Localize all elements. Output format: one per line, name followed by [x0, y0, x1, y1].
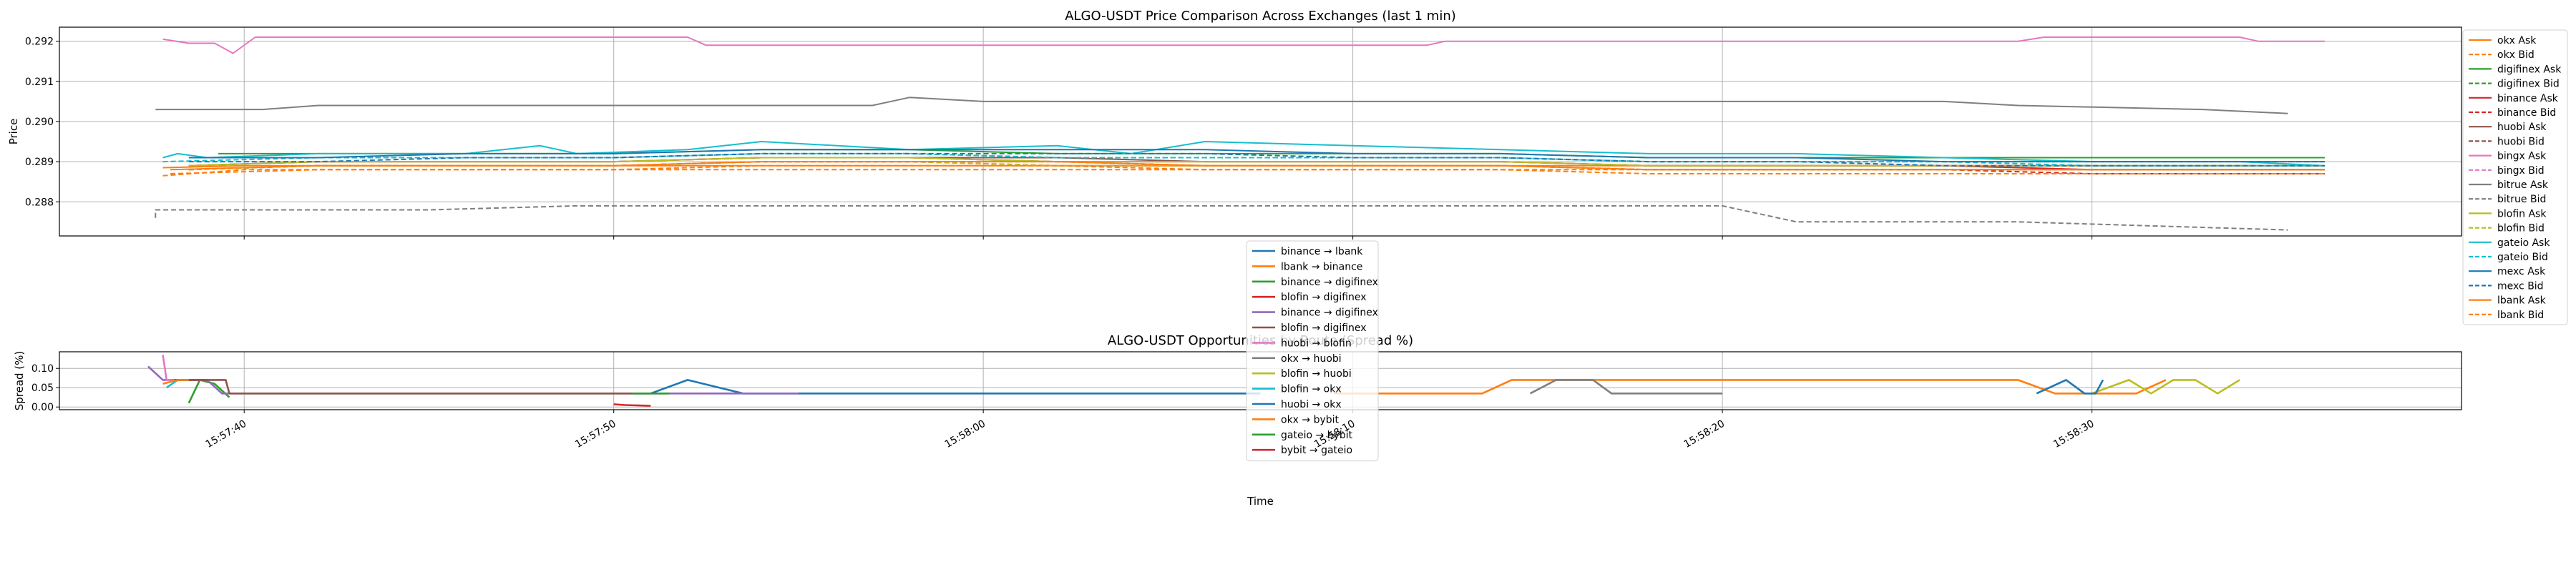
- series-line-1: [1334, 379, 2167, 395]
- series-group: [155, 36, 2325, 231]
- axes-frame: [59, 26, 2462, 237]
- series-group: [147, 355, 2240, 407]
- legend-box: [1246, 240, 1379, 462]
- legend-entry: lbank → binance: [1281, 261, 1362, 272]
- series-line-14: [162, 141, 2325, 167]
- legend-entry: binance → digifinex: [1281, 307, 1378, 319]
- legend-entry: binance → lbank: [1281, 246, 1363, 257]
- legend-entry: lbank Ask: [2497, 295, 2547, 307]
- series-line-11: [162, 379, 189, 385]
- legend-entry: okx Bid: [2497, 49, 2534, 61]
- y-axis-label: Price: [7, 119, 20, 145]
- legend-entry: okx → bybit: [1281, 414, 1340, 425]
- legend-entry: bitrue Ask: [2497, 179, 2549, 191]
- series-line-5: [170, 379, 651, 395]
- series-line-18: [170, 161, 2325, 171]
- series-line-2: [187, 379, 230, 404]
- legend-entry: blofin Bid: [2497, 223, 2545, 235]
- series-line-10: [155, 97, 2288, 114]
- series-line-8: [162, 36, 2325, 54]
- series-line-8: [2092, 379, 2240, 395]
- y-tick-label: 0.00: [31, 402, 54, 413]
- legend-entry: huobi → okx: [1281, 399, 1342, 410]
- x-tick-label: 15:58:20: [1682, 418, 1727, 450]
- legend-entry: mexc Ask: [2497, 266, 2546, 277]
- y-tick-label: 0.289: [25, 157, 54, 168]
- legend-entry: mexc Bid: [2497, 280, 2544, 292]
- legend-entry: bybit → gateio: [1281, 445, 1352, 456]
- legend-entry: binance → digifinex: [1281, 277, 1378, 288]
- legend-box: [2462, 29, 2568, 325]
- series-line-10: [2036, 379, 2104, 395]
- y-axis-label: Spread (%): [13, 351, 26, 411]
- legend-entry: huobi Bid: [2497, 136, 2545, 147]
- legend-entry: bitrue Bid: [2497, 194, 2546, 205]
- series-line-0: [650, 379, 1261, 395]
- legend-entry: gateio Bid: [2497, 252, 2548, 263]
- series-line-13: [613, 403, 651, 407]
- series-line-11: [155, 204, 2288, 231]
- y-tick-label: 0.291: [25, 77, 54, 88]
- x-tick-label: 15:58:30: [2051, 418, 2096, 450]
- legend-entry: blofin Ask: [2497, 208, 2547, 220]
- legend-entry: lbank Bid: [2497, 310, 2544, 321]
- legend-entry: gateio Ask: [2497, 237, 2550, 249]
- series-line-16: [188, 149, 2325, 163]
- y-tick-label: 0.292: [25, 36, 54, 48]
- legend-entry: blofin → digifinex: [1281, 292, 1367, 303]
- legend-entry: digifinex Bid: [2497, 79, 2560, 90]
- x-axis-label: Time: [1246, 495, 1274, 508]
- legend-entry: gateio → bybit: [1281, 430, 1353, 441]
- legend-entry: blofin → huobi: [1281, 368, 1352, 380]
- chart-title: ALGO-USDT Price Comparison Across Exchan…: [1065, 9, 1456, 24]
- legend-entry: bingx Bid: [2497, 165, 2545, 177]
- series-line-4: [147, 365, 799, 395]
- legend-entry: digifinex Ask: [2497, 64, 2562, 75]
- x-tick-label: 15:57:50: [573, 418, 618, 450]
- y-tick-label: 0.288: [25, 197, 54, 208]
- panel-1: 0.288 0.289 0.290 0.291 0.292 ALGO-USDT Price…: [7, 9, 2568, 325]
- legend-entry: binance Ask: [2497, 93, 2559, 104]
- y-tick-label: 0.290: [25, 117, 54, 128]
- series-line-7: [1529, 379, 1723, 395]
- legend-entry: binance Bid: [2497, 107, 2556, 119]
- legend-entry: blofin → okx: [1281, 384, 1342, 395]
- x-tick-label: 15:57:40: [204, 418, 248, 450]
- legend-entry: okx Ask: [2497, 35, 2537, 46]
- legend: okx Ask okx Bid digifinex Ask digifinex Bid…: [2462, 29, 2568, 325]
- legend: binance → lbank lbank → binance binance → …: [1246, 240, 1379, 462]
- series-line-17: [188, 152, 2325, 167]
- legend-entry: huobi → blofin: [1281, 337, 1352, 349]
- legend-entry: bingx Ask: [2497, 151, 2547, 162]
- legend-entry: blofin → digifinex: [1281, 322, 1367, 334]
- series-line-6: [162, 355, 175, 381]
- x-tick-label: 15:58:00: [943, 418, 987, 450]
- legend-entry: okx → huobi: [1281, 353, 1342, 365]
- y-tick-label: 0.10: [31, 363, 54, 375]
- legend-entry: huobi Ask: [2497, 122, 2547, 133]
- y-tick-label: 0.05: [31, 383, 54, 394]
